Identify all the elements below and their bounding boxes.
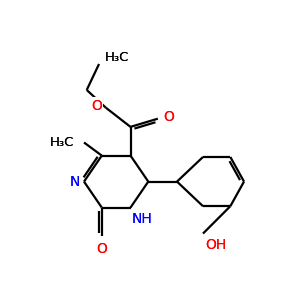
Text: OH: OH <box>206 238 227 252</box>
Text: N: N <box>70 175 80 189</box>
Text: O: O <box>96 242 107 256</box>
Text: N: N <box>70 175 80 189</box>
Text: O: O <box>96 242 107 256</box>
Text: O: O <box>91 99 102 113</box>
Text: OH: OH <box>206 238 227 252</box>
Text: O: O <box>163 110 174 124</box>
Text: O: O <box>96 242 107 256</box>
Text: NH: NH <box>132 212 153 226</box>
Text: H₃C: H₃C <box>104 51 129 64</box>
Text: H₃C: H₃C <box>104 51 129 64</box>
Text: N: N <box>70 175 80 189</box>
Text: O: O <box>91 99 102 113</box>
Text: O: O <box>91 99 102 113</box>
Text: H₃C: H₃C <box>104 51 129 64</box>
Text: H₃C: H₃C <box>50 136 74 149</box>
Text: H₃C: H₃C <box>50 136 74 149</box>
Text: H₃C: H₃C <box>50 136 74 149</box>
Text: O: O <box>163 110 174 124</box>
Text: NH: NH <box>132 212 153 226</box>
Text: NH: NH <box>132 212 153 226</box>
Text: O: O <box>163 110 174 124</box>
Text: OH: OH <box>206 238 227 252</box>
